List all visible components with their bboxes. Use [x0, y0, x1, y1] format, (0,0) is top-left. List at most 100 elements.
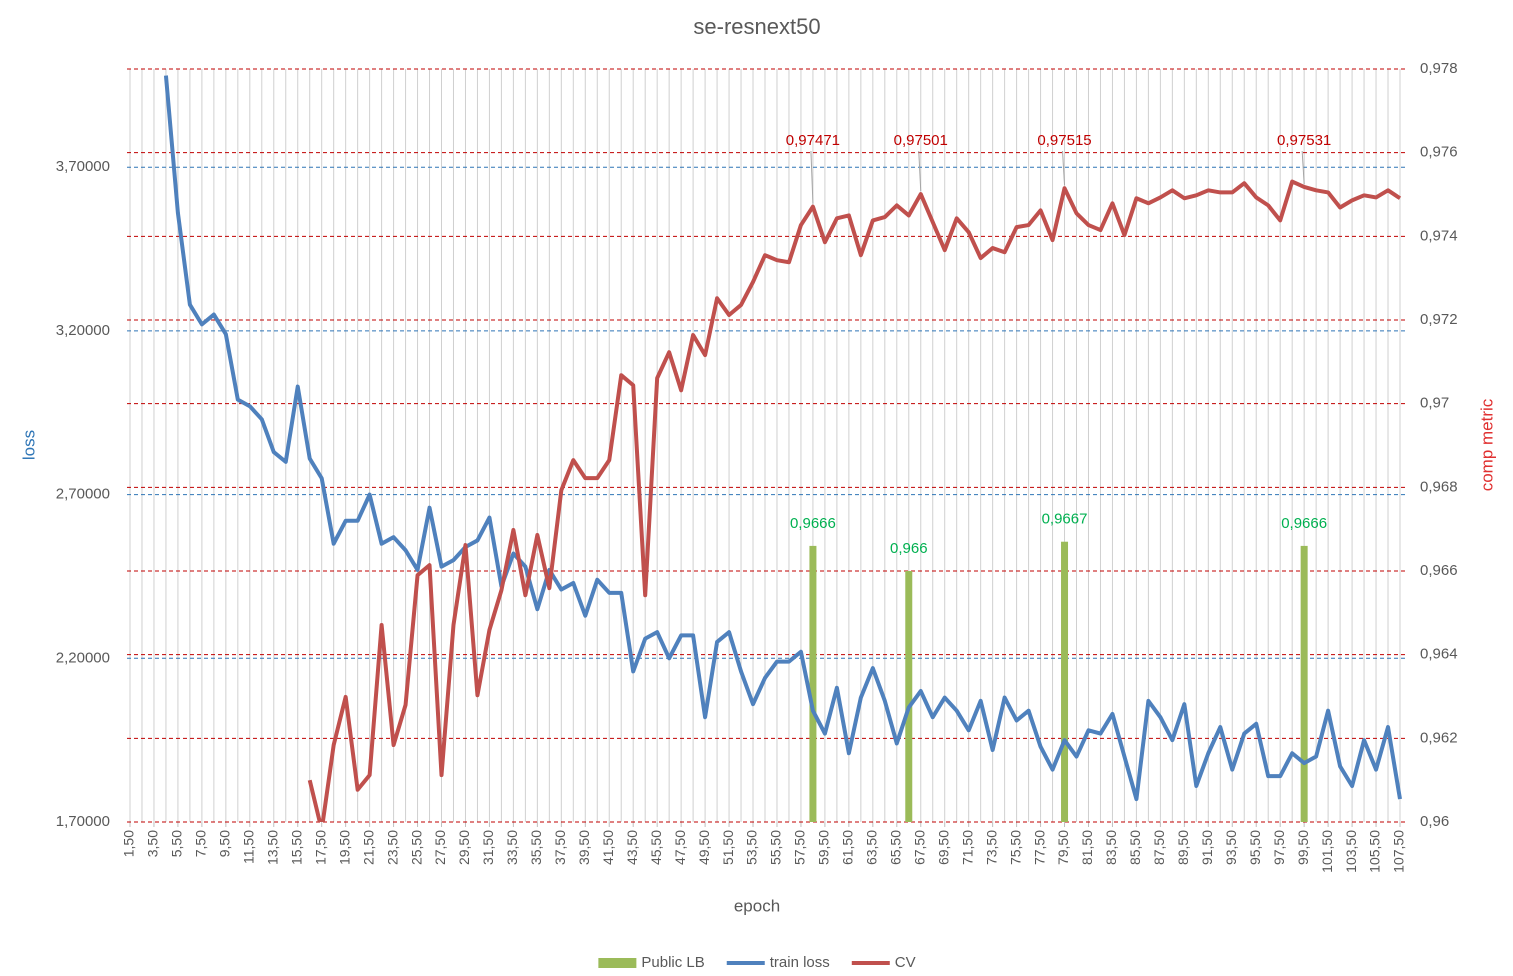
legend-label: Public LB: [641, 954, 704, 971]
legend-item: train loss: [726, 954, 830, 971]
x-tick-label: 101,50: [1319, 830, 1335, 873]
y2-tick-label: 0,968: [1420, 478, 1458, 495]
x-tick-label: 7,50: [193, 830, 209, 857]
x-tick-label: 63,50: [864, 830, 880, 865]
x-tick-label: 35,50: [528, 830, 544, 865]
x-tick-label: 67,50: [911, 830, 927, 865]
y-axis-title: loss: [19, 430, 38, 460]
y-tick-label: 3,20000: [56, 322, 110, 339]
y-tick-label: 2,20000: [56, 649, 110, 666]
y2-tick-label: 0,97: [1420, 395, 1449, 412]
y2-tick-label: 0,976: [1420, 144, 1458, 161]
chart-title: se-resnext50: [693, 14, 820, 39]
y-tick-label: 3,70000: [56, 158, 110, 175]
line-value-label: 0,97531: [1277, 132, 1331, 149]
x-tick-label: 79,50: [1055, 830, 1071, 865]
leader-line: [918, 150, 922, 192]
leader-line: [1062, 150, 1066, 186]
bar: [809, 545, 817, 822]
legend-swatch: [598, 958, 637, 968]
y2-tick-label: 0,962: [1420, 729, 1458, 746]
x-tick-label: 13,50: [264, 830, 280, 865]
bar: [905, 571, 913, 822]
y2-tick-label: 0,972: [1420, 311, 1458, 328]
x-tick-label: 69,50: [935, 830, 951, 865]
x-tick-label: 21,50: [360, 830, 376, 865]
x-tick-label: 43,50: [624, 830, 640, 865]
x-tick-label: 85,50: [1127, 830, 1143, 865]
labels: 1,50 3,50 5,50 7,50 9,50 11,50 13,50 15,50 17,50…: [56, 60, 1458, 873]
x-tick-label: 37,50: [552, 830, 568, 865]
x-tick-label: 95,50: [1247, 830, 1263, 865]
x-tick-label: 23,50: [384, 830, 400, 865]
y-tick-label: 1,70000: [56, 813, 110, 830]
legend-item: Public LB: [598, 954, 705, 971]
legend: Public LB train loss CV: [598, 954, 916, 971]
x-tick-label: 61,50: [840, 830, 856, 865]
legend-item: CV: [851, 954, 916, 971]
x-axis-title: epoch: [734, 896, 780, 915]
bar-value-label: 0,9666: [790, 515, 836, 532]
x-tick-label: 31,50: [480, 830, 496, 865]
x-tick-label: 3,50: [145, 830, 161, 857]
x-tick-label: 75,50: [1007, 830, 1023, 865]
x-tick-label: 77,50: [1031, 830, 1047, 865]
line: [163, 75, 1402, 802]
x-tick-label: 27,50: [432, 830, 448, 865]
x-tick-label: 41,50: [600, 830, 616, 865]
bar: [1061, 541, 1069, 822]
x-tick-label: 51,50: [720, 830, 736, 865]
x-tick-label: 39,50: [576, 830, 592, 865]
x-tick-label: 19,50: [336, 830, 352, 865]
x-tick-label: 1,50: [121, 830, 137, 857]
x-tick-label: 15,50: [288, 830, 304, 865]
x-tick-label: 71,50: [959, 830, 975, 865]
x-tick-label: 53,50: [744, 830, 760, 865]
x-tick-label: 97,50: [1271, 830, 1287, 865]
bar: [1300, 545, 1308, 822]
y2-tick-label: 0,96: [1420, 813, 1449, 830]
y2-tick-label: 0,978: [1420, 60, 1458, 77]
x-tick-label: 5,50: [169, 830, 185, 857]
x-tick-label: 47,50: [672, 830, 688, 865]
x-tick-label: 73,50: [983, 830, 999, 865]
x-tick-label: 17,50: [312, 830, 328, 865]
y2-tick-label: 0,964: [1420, 646, 1458, 663]
x-tick-label: 65,50: [887, 830, 903, 865]
y2-tick-label: 0,966: [1420, 562, 1458, 579]
line-value-label: 0,97501: [894, 132, 948, 149]
x-tick-label: 29,50: [456, 830, 472, 865]
x-tick-label: 57,50: [792, 830, 808, 865]
y2-tick-label: 0,974: [1420, 227, 1458, 244]
y2-axis-title: comp metric: [1477, 398, 1496, 491]
line-value-label: 0,97471: [786, 132, 840, 149]
legend-label: train loss: [770, 954, 830, 971]
x-tick-label: 59,50: [816, 830, 832, 865]
x-tick-label: 99,50: [1295, 830, 1311, 865]
legend-label: CV: [895, 954, 916, 971]
x-tick-label: 103,50: [1343, 830, 1359, 873]
y-tick-label: 2,70000: [56, 486, 110, 503]
x-tick-label: 91,50: [1199, 830, 1215, 865]
x-tick-label: 33,50: [504, 830, 520, 865]
leader-line: [1301, 150, 1305, 185]
x-tick-label: 89,50: [1175, 830, 1191, 865]
bar-value-label: 0,9666: [1281, 515, 1327, 532]
x-tick-label: 55,50: [768, 830, 784, 865]
x-tick-label: 107,50: [1391, 830, 1407, 873]
bar-value-label: 0,9667: [1042, 511, 1088, 528]
x-tick-label: 105,50: [1367, 830, 1383, 873]
line-value-label: 0,97515: [1037, 132, 1091, 149]
x-tick-label: 93,50: [1223, 830, 1239, 865]
bar-value-label: 0,966: [890, 540, 928, 557]
x-tick-label: 81,50: [1079, 830, 1095, 865]
x-tick-label: 45,50: [648, 830, 664, 865]
x-tick-label: 87,50: [1151, 830, 1167, 865]
x-tick-label: 9,50: [217, 830, 233, 857]
x-tick-label: 11,50: [241, 830, 257, 864]
x-tick-label: 83,50: [1103, 830, 1119, 865]
x-tick-label: 49,50: [696, 830, 712, 865]
x-tick-label: 25,50: [408, 830, 424, 865]
